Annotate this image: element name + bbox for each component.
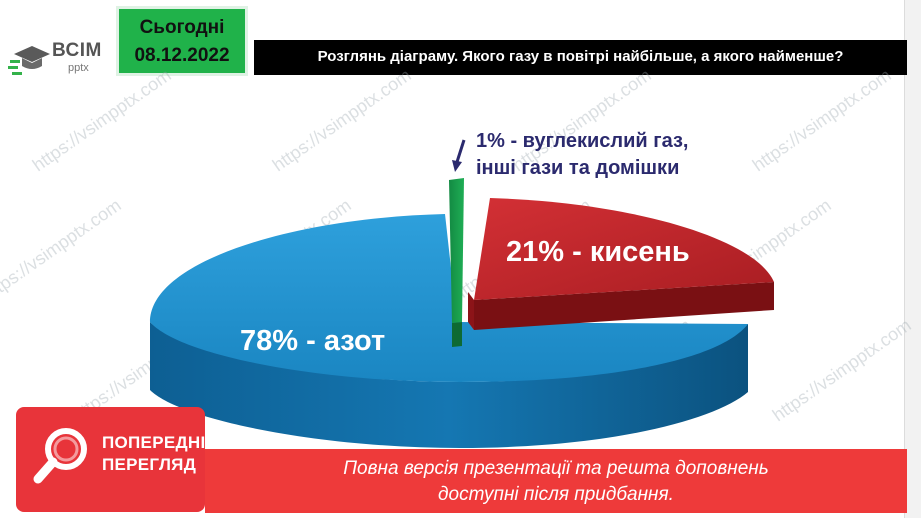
pie-slice-oxygen-edge [468, 292, 474, 330]
slide-title: Розглянь діаграму. Якого газу в повітрі … [317, 48, 844, 65]
banner-text: Повна версія презентації та решта доповн… [205, 456, 907, 508]
label-other-line1: 1% - вуглекислий газ, [476, 130, 689, 152]
label-oxygen: 21% - кисень [506, 236, 690, 268]
pie-slice-oxygen-side [474, 282, 774, 330]
pointer-arrow-icon [452, 139, 466, 172]
pie-slice-other [449, 178, 464, 323]
slide-scrollbar[interactable] [904, 0, 921, 518]
logo: ВСІМ pptx [8, 40, 108, 84]
pie-slice-nitrogen-side [150, 322, 748, 448]
pie-slice-other-side [452, 322, 462, 347]
preview-line1: ПОПЕРЕДНІЙ [102, 433, 219, 452]
magnifier-icon [33, 428, 87, 484]
preview-line2: ПЕРЕГЛЯД [102, 455, 197, 474]
pie-slice-nitrogen [150, 214, 748, 382]
date-label: Сьогодні [139, 17, 225, 38]
title-bar: Розглянь діаграму. Якого газу в повітрі … [254, 40, 907, 75]
label-other-line2: інші гази та домішки [476, 157, 680, 179]
banner-line2: доступні після придбання. [438, 484, 674, 505]
logo-text: ВСІМ [52, 40, 102, 61]
date-box: Сьогодні 08.12.2022 [116, 6, 248, 76]
graduation-cap-icon [8, 46, 50, 75]
pie-slice-oxygen [474, 198, 774, 300]
purchase-banner[interactable]: Повна версія презентації та решта доповн… [205, 449, 907, 513]
logo-subtext: pptx [68, 62, 89, 74]
label-other-gases: 1% - вуглекислий газ, інші гази та доміш… [476, 128, 688, 182]
date-value: 08.12.2022 [134, 45, 230, 66]
label-nitrogen: 78% - азот [240, 325, 386, 357]
banner-line1: Повна версія презентації та решта доповн… [343, 458, 769, 479]
preview-label: ПОПЕРЕДНІЙ ПЕРЕГЛЯД [102, 432, 218, 476]
preview-badge[interactable]: ПОПЕРЕДНІЙ ПЕРЕГЛЯД [16, 407, 218, 512]
